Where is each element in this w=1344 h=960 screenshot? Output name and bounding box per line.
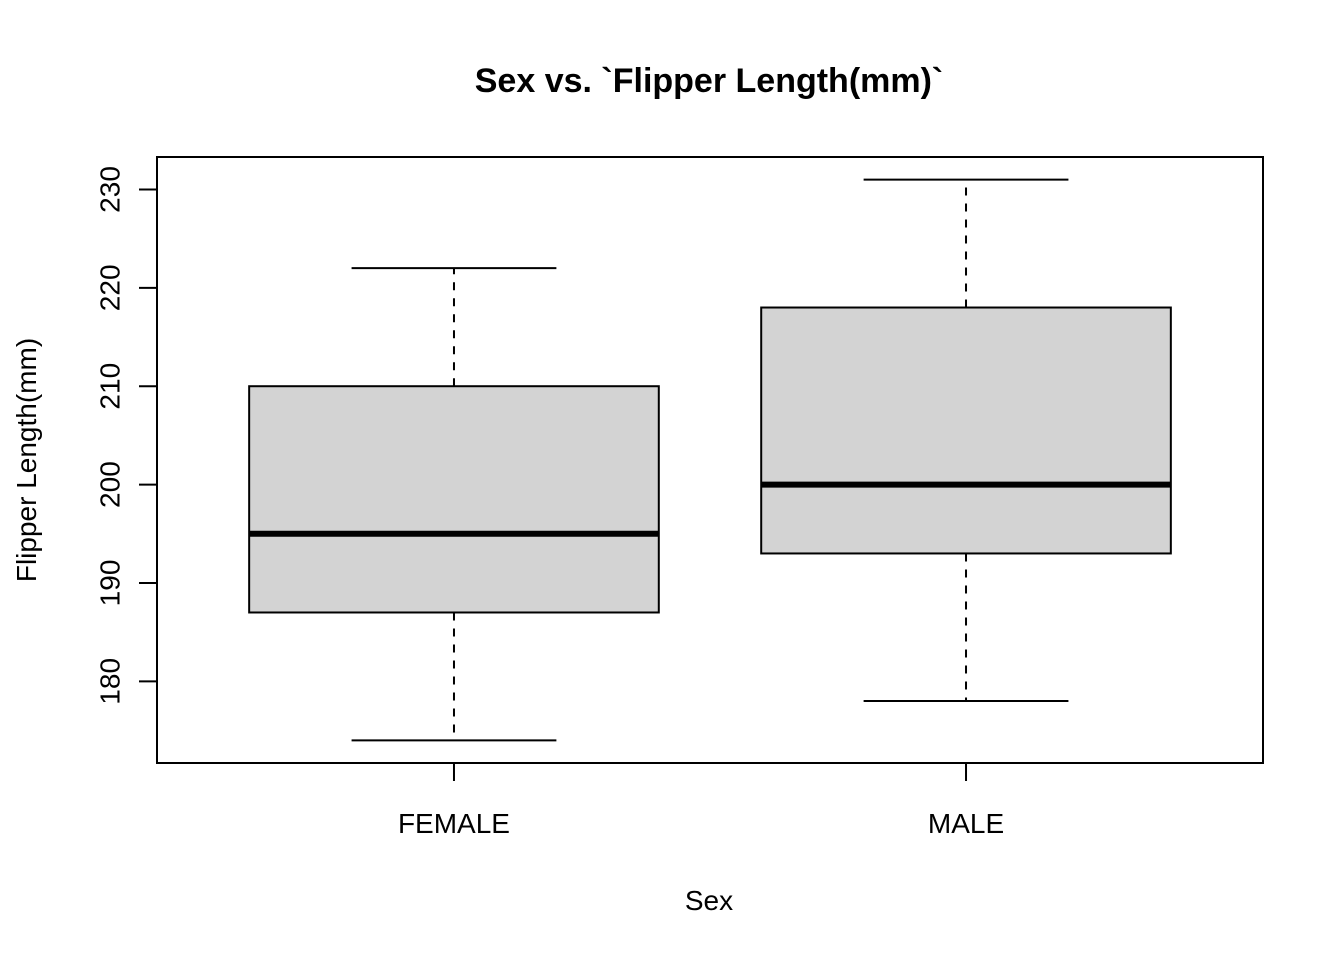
y-axis-label: Flipper Length(mm) [11, 338, 42, 582]
y-tick-label: 230 [94, 166, 125, 213]
chart-title: Sex vs. `Flipper Length(mm)` [475, 62, 944, 100]
y-tick-label: 180 [94, 658, 125, 705]
x-axis: FEMALE MALE [398, 763, 1004, 839]
y-axis: 180 190 200 210 220 230 [94, 166, 158, 705]
boxes-layer [248, 178, 1172, 742]
x-axis-label: Sex [685, 885, 733, 916]
box-female [248, 267, 660, 742]
iqr-box [248, 385, 660, 614]
y-tick-label: 190 [94, 560, 125, 607]
x-tick-label: FEMALE [398, 808, 510, 839]
y-tick-label: 220 [94, 264, 125, 311]
y-tick-label: 200 [94, 461, 125, 508]
box-male [760, 178, 1172, 703]
y-tick-label: 210 [94, 363, 125, 410]
x-tick-label: MALE [928, 808, 1004, 839]
iqr-box [760, 306, 1172, 555]
